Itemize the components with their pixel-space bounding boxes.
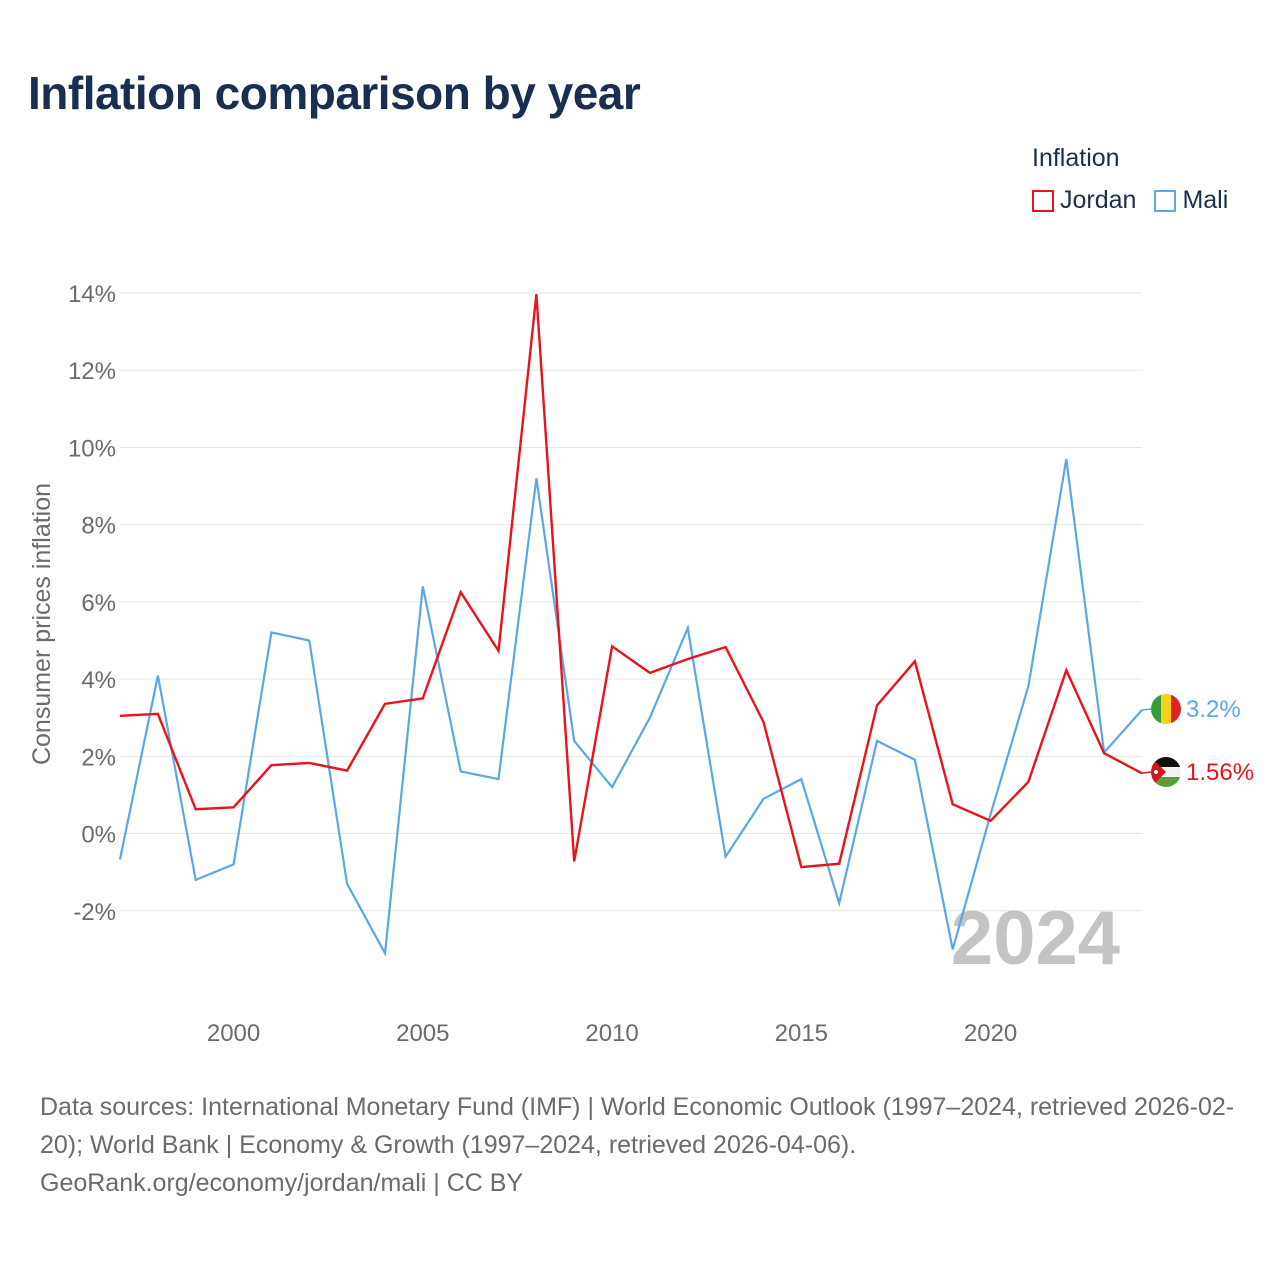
footer: Data sources: International Monetary Fun… [40, 1088, 1250, 1202]
mali-connector [1141, 708, 1152, 711]
y-tick-label: 10% [68, 435, 116, 462]
legend-label-jordan: Jordan [1060, 186, 1137, 214]
mali-flag-icon [1151, 694, 1181, 724]
legend-item-mali[interactable]: Mali [1154, 186, 1228, 215]
y-tick-label: 6% [81, 590, 116, 617]
x-tick-label: 2020 [964, 1020, 1017, 1047]
mali-end-label: 3.2% [1186, 696, 1241, 723]
credit-line: GeoRank.org/economy/jordan/mali | CC BY [40, 1169, 524, 1197]
y-tick-label: 14% [68, 281, 116, 308]
legend-swatch-mali [1154, 189, 1177, 212]
legend-swatch-jordan [1032, 189, 1054, 212]
year-watermark: 2024 [951, 896, 1120, 981]
x-tick-label: 2000 [207, 1020, 260, 1047]
series-line-jordan [119, 294, 1143, 869]
jordan-connector [1141, 771, 1152, 775]
legend-title: Inflation [1032, 144, 1120, 172]
x-tick-label: 2005 [396, 1020, 449, 1047]
y-tick-label: 0% [81, 822, 116, 849]
y-tick-label: 12% [68, 358, 116, 385]
legend-label-mali: Mali [1182, 186, 1229, 214]
x-tick-label: 2015 [775, 1020, 828, 1047]
y-tick-label: -2% [73, 899, 116, 926]
legend: Jordan Mali [1032, 186, 1228, 215]
line-chart: -2% 0% 2% 4% 6% 8% 10% 12% 14% 2000 2005 2010 2015 20… [28, 281, 1254, 1047]
legend-item-jordan[interactable]: Jordan [1032, 186, 1136, 215]
y-tick-label: 2% [81, 744, 116, 771]
y-tick-label: 4% [81, 667, 116, 694]
series-line-mali [118, 458, 1143, 957]
data-sources: Data sources: International Monetary Fun… [40, 1093, 1235, 1159]
y-tick-label: 8% [81, 513, 116, 540]
x-tick-label: 2010 [585, 1020, 638, 1047]
y-axis-label: Consumer prices inflation [28, 483, 56, 765]
page-title: Inflation comparison by year [28, 67, 641, 119]
jordan-end-label: 1.56% [1186, 759, 1254, 786]
jordan-flag-icon [1151, 757, 1181, 787]
